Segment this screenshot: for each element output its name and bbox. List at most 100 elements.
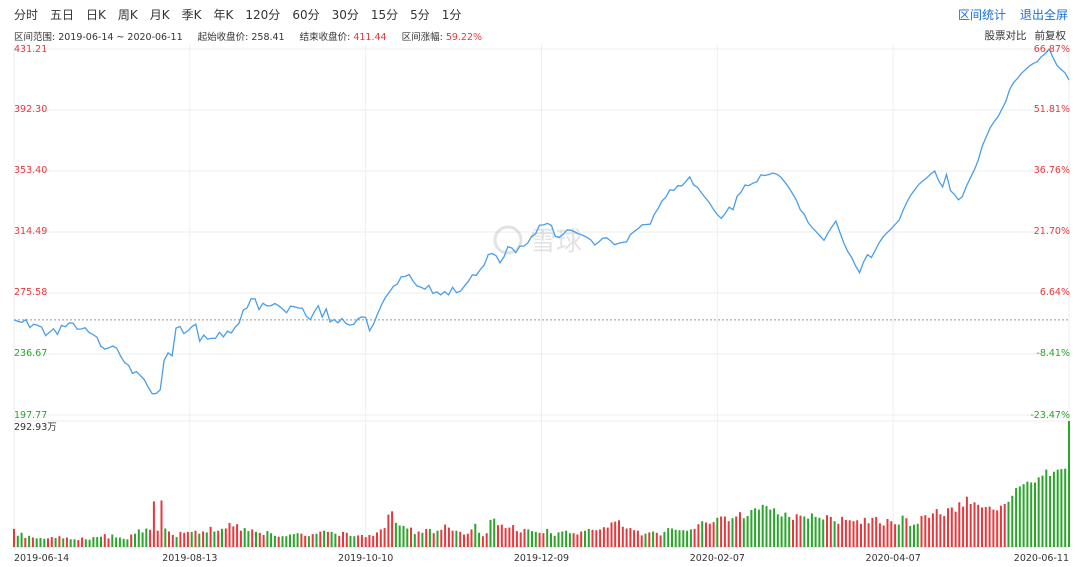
volume-bar [844, 519, 847, 547]
volume-bar [402, 525, 405, 547]
volume-bar [716, 517, 719, 547]
volume-bar [890, 521, 893, 547]
price-line [13, 47, 1070, 395]
volume-bar [115, 537, 118, 547]
volume-bar [239, 530, 242, 547]
volume-bar [466, 533, 469, 547]
exit-fullscreen-button[interactable]: 退出全屏 [1019, 8, 1068, 22]
volume-bar [928, 517, 931, 547]
volume-bar [977, 504, 980, 547]
volume-bar [387, 514, 390, 547]
volume-bar [236, 524, 239, 547]
volume-bar [470, 529, 473, 547]
volume-bar [47, 538, 49, 547]
volume-bar [629, 528, 632, 547]
volume-bar [440, 529, 443, 547]
volume-bar [394, 522, 397, 547]
volume-bar [194, 530, 197, 547]
tab-monthly-k[interactable]: 月K [149, 7, 170, 22]
volume-bar [398, 525, 401, 547]
watermark-text: 雪球 [530, 227, 582, 257]
volume-bar [107, 538, 110, 547]
forward-adjust-button[interactable]: 前复权 [1034, 30, 1067, 42]
volume-bar [1015, 488, 1018, 547]
volume-bar [1049, 476, 1052, 547]
volume-bar [773, 508, 776, 547]
volume-bar [43, 538, 46, 547]
volume-bar [667, 528, 670, 547]
tab-30-min[interactable]: 30分 [331, 7, 359, 22]
volume-bar [1068, 421, 1070, 547]
volume-bar [69, 539, 72, 547]
volume-bar [765, 506, 768, 547]
volume-bar [901, 515, 904, 547]
end-price-label: 结束收盘价: [299, 32, 351, 43]
date-tick-label: 2019-10-10 [338, 553, 393, 564]
volume-bar [697, 524, 700, 547]
volume-bar [156, 530, 159, 547]
volume-max-label: 292.93万 [14, 422, 57, 433]
volume-bar [565, 530, 568, 547]
volume-bar [742, 518, 745, 547]
volume-bar [273, 535, 276, 547]
volume-bar [315, 533, 318, 547]
volume-bar [519, 532, 522, 547]
volume-bar [863, 517, 866, 547]
tab-60-min[interactable]: 60分 [292, 7, 320, 22]
date-tick-label: 2019-08-13 [162, 553, 217, 564]
volume-bar [111, 534, 114, 547]
volume-bar [28, 535, 31, 547]
percent-tick-label: 66.87% [1034, 44, 1070, 55]
volume-bar [221, 528, 223, 547]
price-tick-label: 431.21 [14, 44, 47, 55]
tab-yearly-k[interactable]: 年K [213, 7, 234, 22]
tab-quarterly-k[interactable]: 季K [181, 7, 202, 22]
tab-daily-k[interactable]: 日K [86, 7, 106, 22]
tab-five-day[interactable]: 五日 [50, 7, 75, 22]
volume-bar [947, 508, 949, 547]
tab-15-min[interactable]: 15分 [370, 7, 399, 22]
volume-bar [992, 509, 995, 547]
volume-bar [897, 524, 900, 547]
volume-bar [77, 540, 80, 547]
tab-intraday[interactable]: 分时 [14, 7, 39, 22]
interval-stats-button[interactable]: 区间统计 [957, 8, 1006, 22]
volume-bar [130, 534, 133, 547]
volume-bar [1030, 482, 1033, 547]
volume-bar [96, 537, 99, 547]
volume-bar [508, 527, 511, 547]
volume-bar [1007, 501, 1010, 547]
volume-bar [319, 531, 322, 547]
volume-bar [674, 529, 677, 547]
stock-compare-button[interactable]: 股票对比 [984, 30, 1027, 42]
volume-bar [996, 510, 999, 547]
volume-bar [168, 531, 170, 547]
tab-120-min[interactable]: 120分 [245, 7, 281, 22]
volume-bar [330, 531, 333, 547]
volume-bar [205, 532, 208, 547]
volume-bar [357, 535, 360, 547]
volume-bar [803, 516, 806, 547]
volume-bar [939, 514, 942, 547]
volume-bar [372, 535, 375, 547]
tab-weekly-k[interactable]: 周K [117, 7, 138, 22]
date-tick-label: 2019-12-09 [514, 553, 569, 564]
volume-bar [633, 530, 636, 547]
tab-5-min[interactable]: 5分 [410, 7, 430, 22]
tab-1-min[interactable]: 1分 [441, 7, 462, 22]
volume-bar [20, 532, 23, 547]
date-tick-label: 2019-06-14 [14, 553, 69, 564]
volume-bar [1045, 469, 1048, 547]
date-tick-label: 2020-04-07 [866, 553, 921, 564]
volume-bar [557, 532, 560, 547]
date-tick-label: 2020-06-11 [1014, 553, 1069, 564]
volume-bars [13, 421, 1070, 547]
volume-bar [171, 535, 174, 547]
volume-bar [270, 533, 273, 547]
volume-bar [266, 531, 269, 547]
volume-bar [88, 539, 91, 547]
volume-bar [164, 528, 167, 547]
volume-bar [701, 521, 704, 547]
volume-bar [421, 532, 424, 547]
